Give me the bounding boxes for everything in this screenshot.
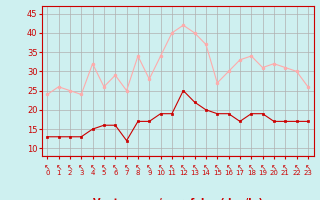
Text: ↖: ↖ (169, 163, 175, 172)
Text: ↖: ↖ (44, 163, 51, 172)
Text: ↖: ↖ (135, 163, 141, 172)
X-axis label: Vent moyen/en rafales ( km/h ): Vent moyen/en rafales ( km/h ) (92, 198, 263, 200)
Text: ↖: ↖ (55, 163, 62, 172)
Text: ↖: ↖ (203, 163, 209, 172)
Text: ↖: ↖ (214, 163, 220, 172)
Text: ↖: ↖ (157, 163, 164, 172)
Text: ↖: ↖ (191, 163, 198, 172)
Text: ↖: ↖ (225, 163, 232, 172)
Text: ↖: ↖ (271, 163, 277, 172)
Text: ↖: ↖ (237, 163, 243, 172)
Text: ↖: ↖ (124, 163, 130, 172)
Text: ↖: ↖ (180, 163, 187, 172)
Text: ↖: ↖ (293, 163, 300, 172)
Text: ↖: ↖ (67, 163, 73, 172)
Text: ↖: ↖ (305, 163, 311, 172)
Text: ↖: ↖ (78, 163, 84, 172)
Text: ↖: ↖ (146, 163, 152, 172)
Text: ↖: ↖ (101, 163, 107, 172)
Text: ↖: ↖ (260, 163, 266, 172)
Text: ↖: ↖ (112, 163, 118, 172)
Text: ↖: ↖ (89, 163, 96, 172)
Text: ↖: ↖ (248, 163, 254, 172)
Text: ↖: ↖ (282, 163, 288, 172)
